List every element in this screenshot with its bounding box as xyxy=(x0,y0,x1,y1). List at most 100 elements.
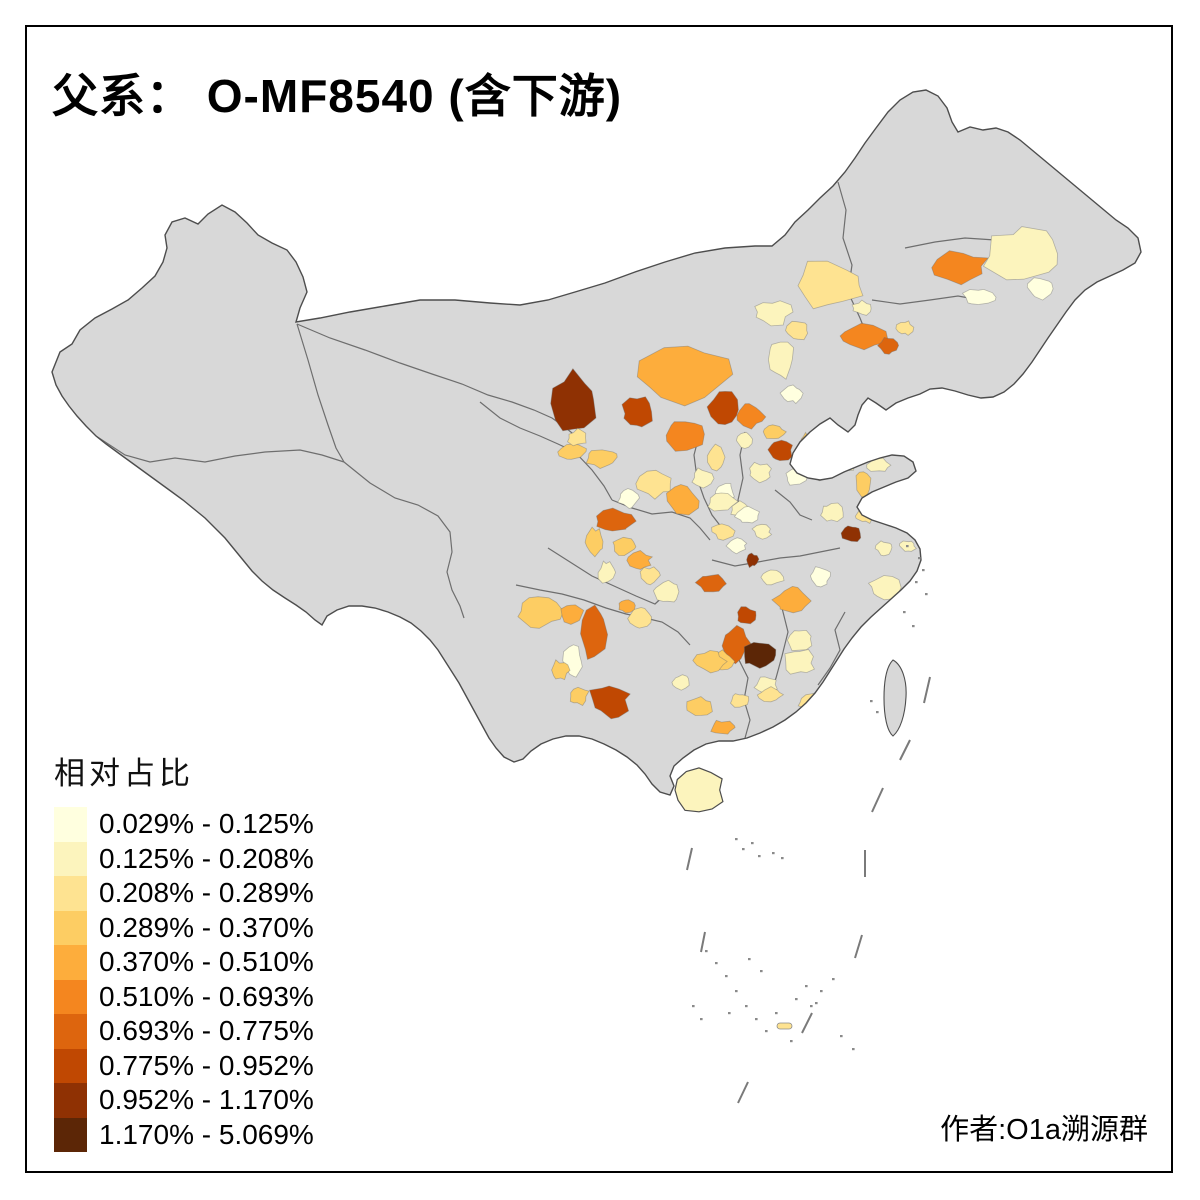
legend-swatch xyxy=(54,1014,87,1049)
legend-row: 0.125% - 0.208% xyxy=(54,841,314,876)
legend-label: 0.208% - 0.289% xyxy=(99,877,314,909)
prefecture-cell xyxy=(627,607,653,629)
prefecture-cell xyxy=(551,659,571,681)
island-speck xyxy=(918,557,921,560)
prefecture-cell xyxy=(621,396,653,428)
island-speck xyxy=(852,1048,855,1051)
prefecture-cell xyxy=(711,523,736,541)
legend-swatch xyxy=(54,1117,87,1152)
prefecture-cell xyxy=(733,505,760,524)
prefecture-cell xyxy=(626,550,654,570)
island-speck xyxy=(915,581,918,584)
sea-boundary-dash xyxy=(737,1081,749,1104)
prefecture-cell xyxy=(721,624,753,665)
legend-rows: 0.029% - 0.125% 0.125% - 0.208% 0.208% - 0… xyxy=(54,807,314,1152)
legend-row: 0.029% - 0.125% xyxy=(54,807,314,842)
prefecture-cell xyxy=(665,421,705,452)
island-speck xyxy=(715,962,718,965)
island-speck xyxy=(772,852,775,855)
prefecture-cell xyxy=(961,288,997,305)
island-speck xyxy=(781,857,784,860)
prefecture-cell xyxy=(550,368,597,432)
prefecture-cell xyxy=(762,424,787,440)
prefecture-cell xyxy=(580,604,609,660)
prefecture-cell xyxy=(784,649,815,675)
prefecture-cell xyxy=(746,552,760,569)
prefecture-cell xyxy=(807,459,833,482)
prefecture-cell xyxy=(710,719,736,735)
sea-boundary-dash xyxy=(854,934,863,959)
sea-boundary-dash xyxy=(899,739,911,761)
legend-label: 0.029% - 0.125% xyxy=(99,808,314,840)
legend-title: 相对占比 xyxy=(54,756,194,791)
prefecture-cell xyxy=(636,345,734,407)
legend-swatch xyxy=(54,876,87,911)
prefecture-cell xyxy=(785,320,809,341)
island-speck xyxy=(810,1005,813,1008)
prefecture-cell xyxy=(749,461,772,484)
legend-row: 0.289% - 0.370% xyxy=(54,910,314,945)
island-speck xyxy=(922,569,925,572)
island-speck xyxy=(805,985,808,988)
national-border xyxy=(51,89,1142,796)
island-speck xyxy=(760,970,763,973)
island-speck xyxy=(870,700,873,703)
legend-row: 0.952% - 1.170% xyxy=(54,1083,314,1118)
page-title: 父系： O-MF8540 (含下游) xyxy=(52,70,623,122)
prefecture-cell xyxy=(560,604,585,625)
legend-row: 0.775% - 0.952% xyxy=(54,1048,314,1083)
prefecture-cell xyxy=(694,573,727,593)
island-speck xyxy=(751,842,754,845)
prefecture-cell xyxy=(754,300,794,327)
legend-row: 0.370% - 0.510% xyxy=(54,945,314,980)
prefecture-cell xyxy=(584,526,604,558)
legend-swatch xyxy=(54,979,87,1014)
legend-label: 0.289% - 0.370% xyxy=(99,911,314,943)
prefecture-cell xyxy=(751,523,773,540)
prefecture-cell xyxy=(566,427,587,447)
author-credit: 作者:O1a溯源群 xyxy=(940,1114,1148,1146)
prefecture-cell xyxy=(692,650,728,674)
prefecture-cell xyxy=(617,488,640,509)
legend-swatch xyxy=(54,1048,87,1083)
island-speck xyxy=(728,1012,731,1015)
sea-boundary-dash xyxy=(700,931,706,953)
prefecture-cell xyxy=(866,457,892,472)
island-speck xyxy=(765,1030,768,1033)
island-speck xyxy=(790,1040,793,1043)
island-speck xyxy=(705,950,708,953)
legend-row: 1.170% - 5.069% xyxy=(54,1117,314,1152)
island-speck xyxy=(832,978,835,981)
island-speck xyxy=(755,1018,758,1021)
prefecture-cell xyxy=(517,596,565,629)
taiwan-island xyxy=(883,659,907,737)
prefecture-cell xyxy=(639,566,661,586)
island-speck xyxy=(700,1018,703,1021)
legend-swatch xyxy=(54,807,87,842)
prefecture-cell xyxy=(851,299,872,316)
prefecture-cell xyxy=(840,525,862,543)
prefecture-cell xyxy=(686,696,713,716)
prefecture-cell xyxy=(874,540,893,557)
prefecture-cell xyxy=(895,320,915,336)
island-speck xyxy=(903,611,906,614)
prefecture-cell xyxy=(569,686,590,707)
legend-label: 0.775% - 0.952% xyxy=(99,1049,314,1081)
island-speck xyxy=(748,958,751,961)
prefecture-cell xyxy=(840,438,861,453)
island-speck xyxy=(725,975,728,978)
legend-label: 1.170% - 5.069% xyxy=(99,1118,314,1150)
island-speck xyxy=(820,990,823,993)
prefecture-cell xyxy=(771,585,812,614)
legend-row: 0.693% - 0.775% xyxy=(54,1014,314,1049)
prefecture-cell xyxy=(809,566,831,588)
prefecture-cell xyxy=(730,693,750,708)
island-speck xyxy=(775,1012,778,1015)
sea-boundary-dash xyxy=(923,676,931,704)
prefecture-cell xyxy=(931,250,989,286)
prefecture-cell xyxy=(813,423,842,440)
prefecture-cell xyxy=(737,606,757,625)
legend-label: 0.693% - 0.775% xyxy=(99,1015,314,1047)
prefecture-cell xyxy=(735,431,753,449)
